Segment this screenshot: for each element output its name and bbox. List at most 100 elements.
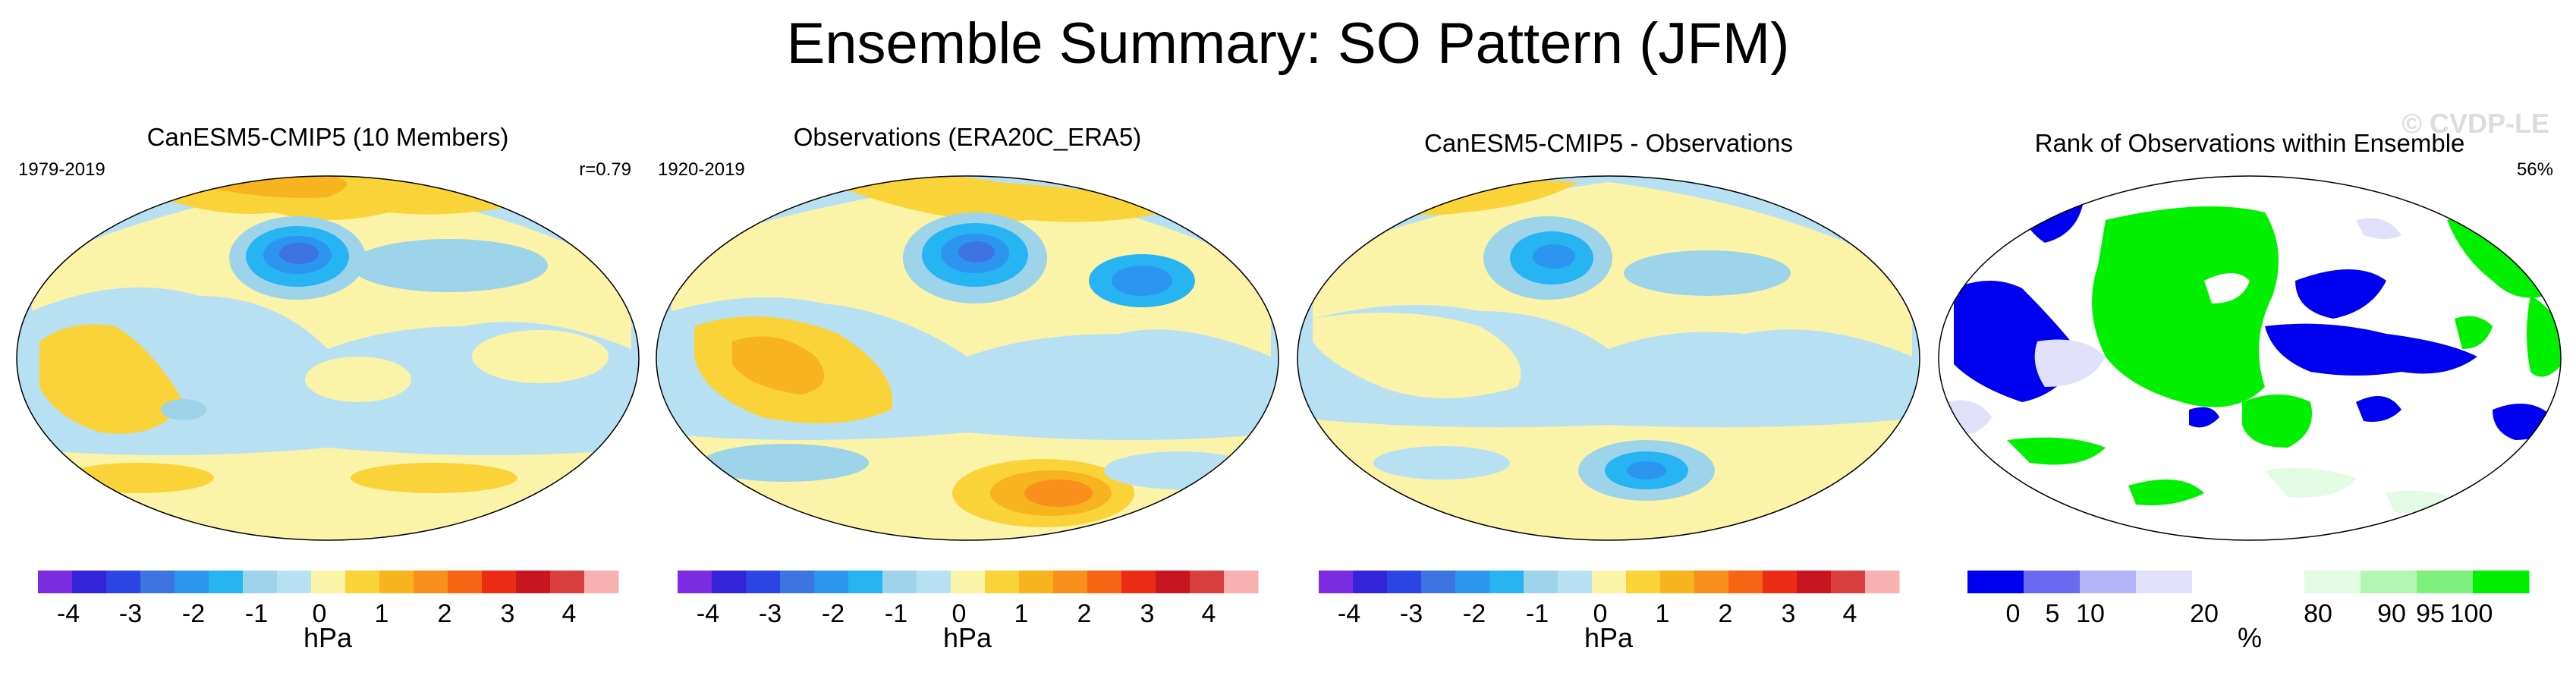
colorbar-swatch bbox=[1865, 571, 1900, 593]
colorbar-swatch bbox=[985, 571, 1020, 593]
tick: 1 bbox=[1655, 599, 1670, 628]
panel-title: CanESM5-CMIP5 (10 Members) bbox=[146, 123, 509, 151]
colorbar-swatch bbox=[1455, 571, 1490, 593]
tick: 80 bbox=[2304, 599, 2332, 628]
tick: 100 bbox=[2449, 599, 2493, 628]
page-title: Ensemble Summary: SO Pattern (JFM) bbox=[786, 11, 1790, 76]
colorbar-swatch bbox=[882, 571, 917, 593]
colorbar-swatch bbox=[917, 571, 951, 593]
tick: -2 bbox=[181, 599, 206, 628]
colorbar-swatch bbox=[780, 571, 815, 593]
colorbar-swatch bbox=[746, 571, 781, 593]
colorbar-swatch bbox=[72, 571, 107, 593]
colorbar-rank bbox=[1967, 571, 2530, 593]
colorbar bbox=[1319, 571, 1900, 593]
tick: 2 bbox=[437, 599, 452, 628]
colorbar-swatch bbox=[106, 571, 141, 593]
tick: 90 bbox=[2377, 599, 2406, 628]
colorbar-swatch bbox=[414, 571, 448, 593]
colorbar-swatch bbox=[584, 571, 619, 593]
tick: 2 bbox=[1077, 599, 1092, 628]
colorbar-swatch bbox=[1694, 571, 1729, 593]
unit-label: % bbox=[2237, 622, 2263, 653]
panel-title: CanESM5-CMIP5 - Observations bbox=[1424, 129, 1793, 157]
tick: 1 bbox=[1014, 599, 1029, 628]
colorbar-swatch bbox=[1019, 571, 1054, 593]
tick: 3 bbox=[1140, 599, 1155, 628]
colorbar-swatch bbox=[2080, 571, 2137, 593]
colorbar-swatch bbox=[1053, 571, 1088, 593]
map-rank bbox=[1938, 175, 2562, 541]
colorbar-swatch bbox=[516, 571, 551, 593]
colorbar-swatch bbox=[951, 571, 986, 593]
colorbar-swatch bbox=[2473, 571, 2530, 593]
colorbar-swatch bbox=[1558, 571, 1593, 593]
tick: 0 bbox=[951, 599, 967, 628]
colorbar-swatch bbox=[848, 571, 883, 593]
colorbar-swatches bbox=[38, 571, 619, 593]
colorbar-swatch bbox=[1728, 571, 1763, 593]
unit-label: hPa bbox=[1584, 622, 1634, 653]
colorbar-swatch bbox=[345, 571, 380, 593]
tick: -1 bbox=[884, 599, 908, 628]
colorbar-swatch bbox=[448, 571, 483, 593]
colorbar-swatch bbox=[1319, 571, 1354, 593]
tick: 5 bbox=[2045, 599, 2060, 628]
colorbar-swatch bbox=[379, 571, 414, 593]
colorbar-swatch bbox=[140, 571, 175, 593]
tick: -2 bbox=[1462, 599, 1486, 628]
colorbar-swatch bbox=[1967, 571, 2024, 593]
tick: 1 bbox=[374, 599, 389, 628]
tick: 4 bbox=[1842, 599, 1857, 628]
colorbar-swatch bbox=[1592, 571, 1627, 593]
colorbar-swatch bbox=[2024, 571, 2081, 593]
tick: -3 bbox=[118, 599, 143, 628]
tick: 3 bbox=[1781, 599, 1796, 628]
colorbar-swatch bbox=[1087, 571, 1122, 593]
tick: 3 bbox=[500, 599, 515, 628]
colorbar-swatch bbox=[1763, 571, 1798, 593]
unit-label: hPa bbox=[942, 622, 992, 653]
colorbar-swatch bbox=[277, 571, 312, 593]
map-difference bbox=[1297, 175, 1920, 541]
colorbar-swatch bbox=[1831, 571, 1866, 593]
panel-rank: Rank of Observations within Ensemble 56% bbox=[1931, 114, 2568, 675]
tick: -1 bbox=[244, 599, 269, 628]
colorbar-swatch bbox=[1421, 571, 1456, 593]
colorbar bbox=[38, 571, 619, 593]
panel-observations: Observations (ERA20C_ERA5) 1920-2019 -4 bbox=[649, 114, 1286, 675]
colorbar-swatch bbox=[175, 571, 209, 593]
colorbar-swatch bbox=[1660, 571, 1695, 593]
tick: 4 bbox=[1201, 599, 1216, 628]
tick: 95 bbox=[2416, 599, 2445, 628]
colorbar-swatch bbox=[1626, 571, 1661, 593]
colorbar-swatch bbox=[482, 571, 517, 593]
tick: -4 bbox=[1337, 599, 1361, 628]
tick: 0 bbox=[1593, 599, 1608, 628]
colorbar-swatch bbox=[2361, 571, 2417, 593]
colorbar-swatch bbox=[678, 571, 712, 593]
rank-percent-label: 56% bbox=[2516, 159, 2553, 180]
colorbar-swatch bbox=[1797, 571, 1832, 593]
panel-model: CanESM5-CMIP5 (10 Members) 1979-2019 r=0… bbox=[9, 114, 646, 675]
colorbar-swatch bbox=[2192, 571, 2249, 593]
period-label: 1979-2019 bbox=[18, 159, 105, 180]
colorbar-swatch bbox=[1387, 571, 1422, 593]
period-label: 1920-2019 bbox=[658, 159, 745, 180]
panel-title: Rank of Observations within Ensemble bbox=[2034, 129, 2465, 157]
tick: -3 bbox=[758, 599, 782, 628]
colorbar bbox=[678, 571, 1259, 593]
colorbar-swatch bbox=[550, 571, 585, 593]
tick: -1 bbox=[1525, 599, 1549, 628]
tick: -4 bbox=[56, 599, 80, 628]
colorbar-swatch bbox=[2417, 571, 2474, 593]
correlation-label: r=0.79 bbox=[579, 159, 631, 180]
tick: -2 bbox=[821, 599, 845, 628]
colorbar-swatch bbox=[1121, 571, 1156, 593]
tick: 2 bbox=[1718, 599, 1733, 628]
colorbar-swatch bbox=[1524, 571, 1558, 593]
colorbar-swatches bbox=[1967, 571, 2530, 593]
colorbar-swatch bbox=[243, 571, 278, 593]
colorbar-swatch bbox=[1190, 571, 1225, 593]
colorbar-swatches bbox=[1319, 571, 1900, 593]
